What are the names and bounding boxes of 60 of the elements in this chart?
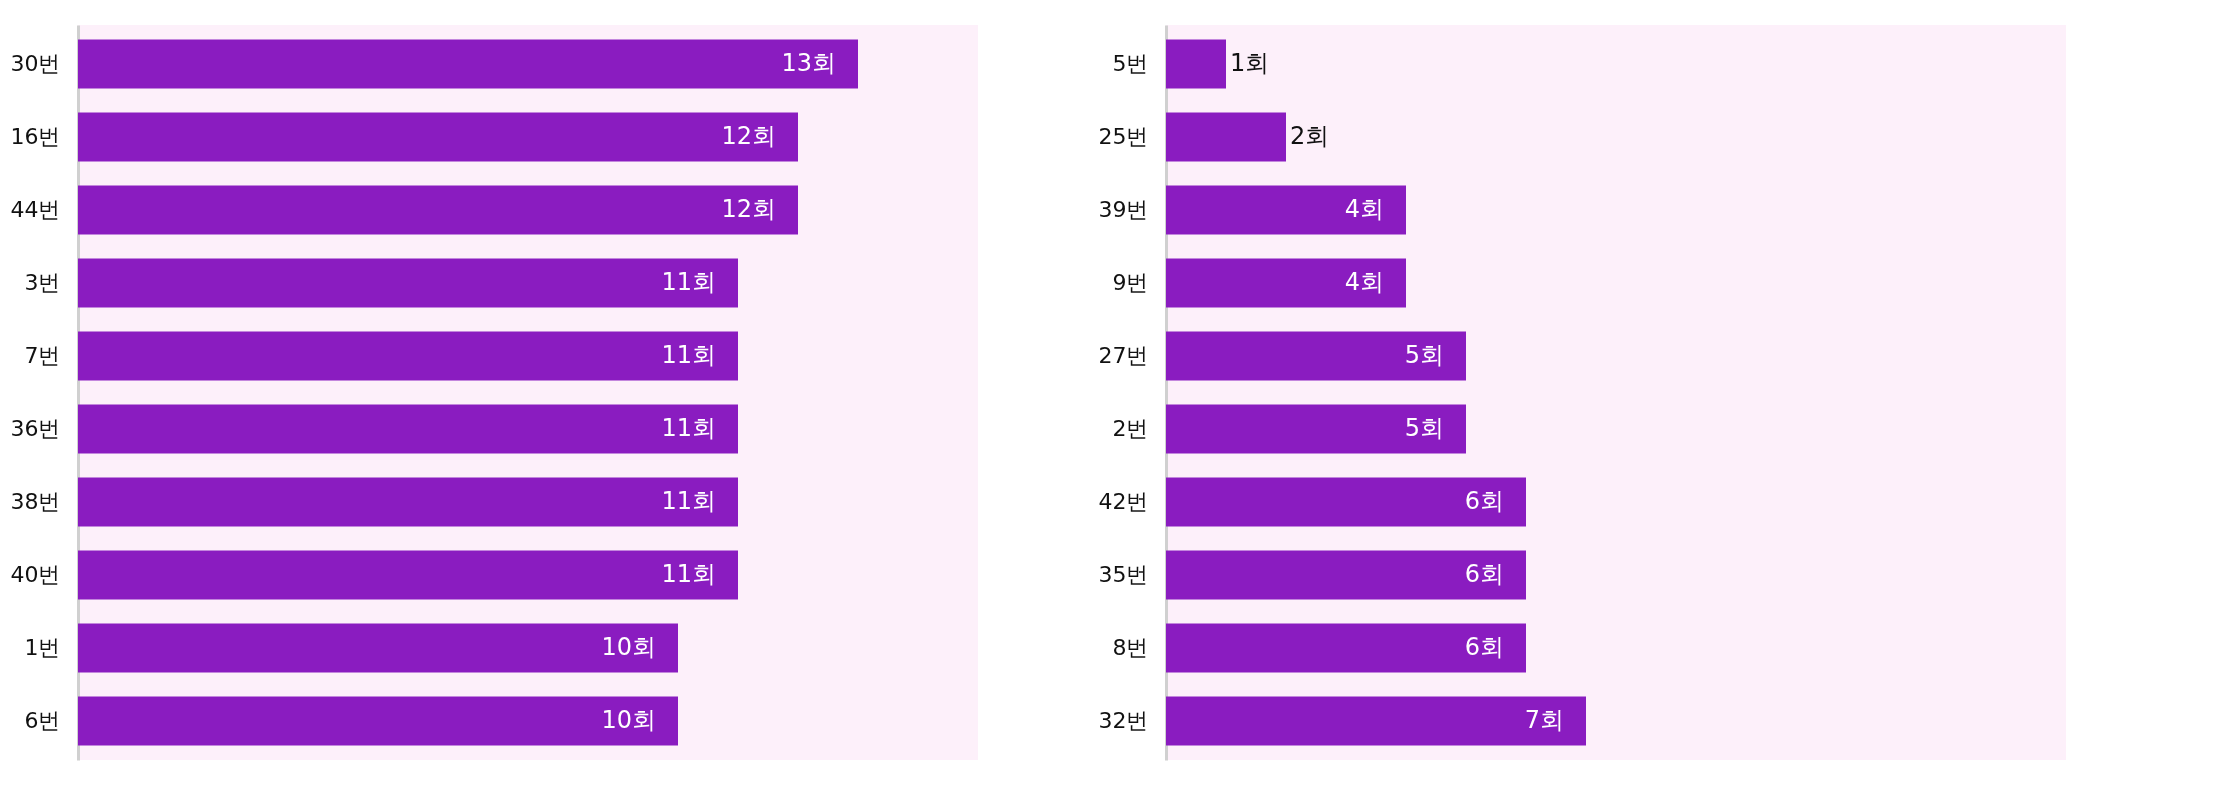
y-tick-label: 9번 (1112, 270, 1149, 296)
data-label: 1회 (1230, 49, 1270, 78)
bar (78, 39, 858, 89)
y-tick-label: 40번 (10, 561, 61, 587)
data-label: 2회 (1290, 122, 1330, 151)
data-label: 10회 (601, 632, 656, 661)
bar (1166, 404, 1466, 454)
bar (1166, 185, 1406, 235)
data-label: 10회 (601, 705, 656, 734)
bar (78, 477, 738, 527)
y-tick-label: 35번 (1098, 561, 1149, 587)
bar (78, 623, 678, 673)
y-tick-label: 2번 (1112, 415, 1149, 441)
bar (1166, 550, 1526, 600)
bar (1166, 477, 1526, 527)
y-tick-label: 8번 (1112, 634, 1149, 660)
bar (1166, 112, 1286, 162)
bar (78, 404, 738, 454)
bar (1166, 258, 1406, 308)
y-tick-label: 38번 (10, 488, 61, 514)
bar (78, 112, 798, 162)
data-label: 4회 (1344, 268, 1384, 297)
bar (1166, 39, 1226, 89)
data-label: 11회 (661, 559, 716, 588)
data-label: 6회 (1464, 559, 1504, 588)
y-tick-label: 6번 (24, 707, 61, 733)
y-tick-label: 25번 (1098, 124, 1149, 150)
bar (1166, 696, 1586, 746)
y-tick-label: 44번 (10, 197, 61, 223)
data-label: 11회 (661, 486, 716, 515)
y-tick-label: 3번 (24, 270, 61, 296)
y-tick-label: 32번 (1098, 707, 1149, 733)
bar (1166, 623, 1526, 673)
y-tick-label: 42번 (1098, 488, 1149, 514)
y-tick-label: 5번 (1112, 51, 1149, 77)
bar (78, 258, 738, 308)
y-tick-label: 39번 (1098, 197, 1149, 223)
bar (78, 550, 738, 600)
bar (78, 185, 798, 235)
data-label: 11회 (661, 341, 716, 370)
data-label: 6회 (1464, 632, 1504, 661)
y-tick-label: 1번 (24, 634, 61, 660)
data-label: 13회 (781, 49, 836, 78)
y-tick-label: 30번 (10, 51, 61, 77)
y-tick-label: 27번 (1098, 343, 1149, 369)
data-label: 5회 (1404, 413, 1444, 442)
data-label: 11회 (661, 413, 716, 442)
data-label: 6회 (1464, 486, 1504, 515)
data-label: 12회 (721, 122, 776, 151)
data-label: 12회 (721, 195, 776, 224)
data-label: 5회 (1404, 341, 1444, 370)
bar (78, 696, 678, 746)
y-tick-label: 16번 (10, 124, 61, 150)
data-label: 7회 (1524, 705, 1564, 734)
data-label: 4회 (1344, 195, 1384, 224)
y-tick-label: 7번 (24, 343, 61, 369)
bar (78, 331, 738, 381)
y-tick-label: 36번 (10, 415, 61, 441)
data-label: 11회 (661, 268, 716, 297)
bar (1166, 331, 1466, 381)
